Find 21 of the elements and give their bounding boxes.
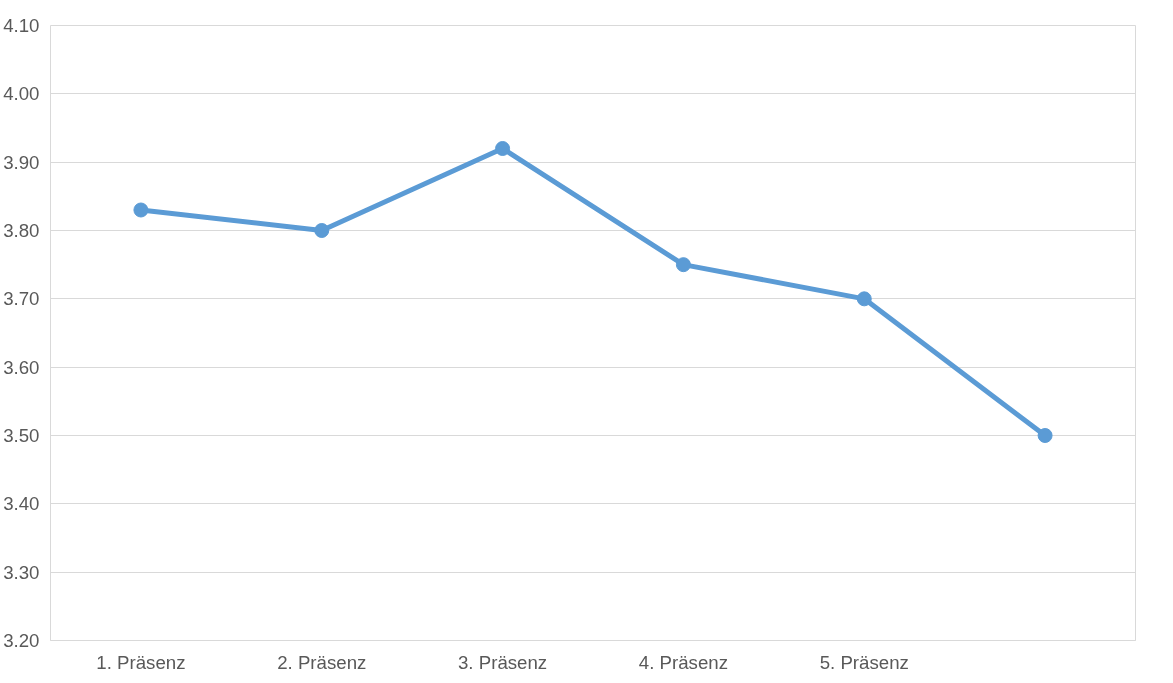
y-tick-label: 3.70 (3, 288, 40, 310)
y-tick-label: 3.80 (3, 220, 40, 241)
point (675, 257, 691, 273)
y-tick-label: 3.20 (3, 630, 40, 651)
point (314, 223, 330, 238)
x-tick-label: 3. Präsenz (457, 651, 548, 673)
y-tick-label: 3.40 (3, 493, 40, 515)
y-tick-label: 4.00 (3, 83, 40, 105)
x-tick-label: 4. Präsenz (638, 651, 729, 673)
y-tick-label: 3.90 (3, 151, 40, 173)
point (133, 202, 149, 218)
y-tick-label: 4.10 (3, 15, 40, 36)
x-tick-label: 5. Präsenz (819, 651, 909, 673)
point (1037, 428, 1053, 443)
x-tick-label: 2. Präsenz (277, 651, 367, 673)
x-tick-label: 1. Präsenz (96, 651, 186, 673)
point (495, 141, 511, 156)
y-tick-label: 3.30 (3, 561, 40, 583)
y-tick-label: 3.50 (3, 425, 40, 446)
y-tick-label: 3.60 (3, 356, 40, 378)
point (856, 291, 872, 307)
